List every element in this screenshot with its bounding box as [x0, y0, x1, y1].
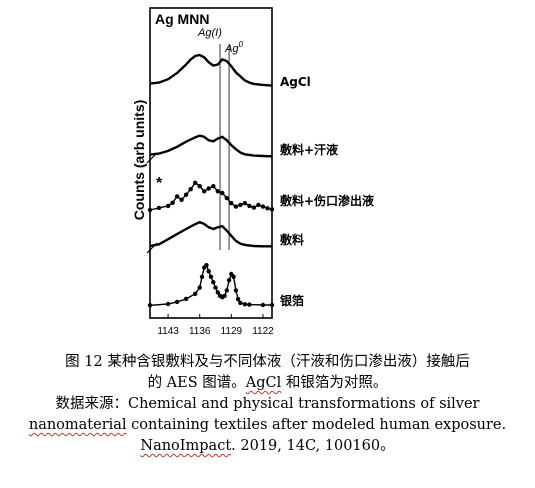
series-2-point-0 [147, 207, 153, 213]
caption-line-5b: . 2019, 14C, 100160。 [231, 438, 395, 454]
series-4-point-24 [242, 302, 248, 307]
caption-line-2a: 的 AES 图谱。 [147, 375, 246, 391]
x-tick-label-3: 1122 [252, 326, 274, 337]
series-line-3 [149, 220, 272, 248]
series-4-point-12 [213, 285, 218, 290]
chart-svg: Ag(I)Ag0 1143 1136 1129 1122 Ag MNN Counts … [131, 7, 374, 337]
chart-title: Ag MNN [155, 11, 209, 27]
series-4-point-5 [197, 285, 202, 290]
series-4-point-17 [224, 288, 229, 293]
series-2-point-9 [197, 184, 202, 189]
caption-line-4b: containing textiles after modeled human … [126, 417, 507, 433]
caption-nanomaterial: nanomaterial [28, 417, 127, 433]
series-2-point-13 [215, 189, 220, 194]
caption-line-1: 图 12 某种含银敷料及与不同体液（汗液和伤口渗出液）接触后 [65, 354, 470, 370]
series-4-point-27 [269, 302, 275, 308]
caption-line-3: 数据来源：Chemical and physical transformatio… [55, 396, 480, 412]
series-2-point-24 [265, 206, 270, 211]
series-label-1: 敷料+汗液 [280, 142, 338, 157]
series-4-point-9 [206, 269, 211, 274]
caption-line-2c: 和银箔为对照。 [281, 375, 388, 391]
series-4-point-22 [235, 297, 241, 302]
series-2-point-25 [269, 207, 275, 212]
series-2-point-8 [193, 180, 198, 185]
series-2-point-7 [188, 187, 193, 192]
series-2-point-22 [256, 202, 261, 208]
peak-marker-superscript-1: 0 [239, 40, 244, 49]
series-2-point-15 [224, 195, 229, 201]
series-2-point-23 [260, 204, 266, 209]
series-4-point-10 [208, 274, 214, 279]
axis-break-mark-1 [146, 242, 158, 254]
series-label-4: 银箔 [280, 293, 304, 308]
series-4-point-1 [165, 301, 171, 307]
series-4-point-25 [247, 302, 252, 307]
series-2-point-21 [251, 205, 257, 210]
series-2-point-19 [242, 201, 248, 206]
series-4-point-21 [233, 288, 239, 293]
series-label-3: 敷料 [280, 232, 304, 247]
series-4-point-23 [238, 300, 243, 306]
y-axis-label: Counts (arb units) [131, 100, 147, 221]
series-4-point-20 [231, 274, 236, 279]
series-2-point-5 [179, 197, 184, 202]
series-2-point-6 [183, 192, 189, 197]
caption-nanoimpact: NanoImpact [140, 438, 232, 454]
series-2-point-4 [174, 194, 180, 199]
series-4-point-0 [147, 303, 153, 308]
axis-break-mark-0 [146, 152, 158, 164]
series-4-point-4 [193, 291, 198, 296]
x-tick-label-2: 1129 [221, 326, 243, 337]
series-2-point-10 [202, 189, 207, 194]
series-2-point-12 [211, 184, 216, 189]
x-axis-ticks: 1143 1136 1129 1122 [157, 314, 274, 337]
peak-markers: Ag(I)Ag0 [197, 27, 244, 250]
series-2-point-1 [156, 205, 162, 211]
series-4-point-8 [204, 263, 209, 268]
series-2-point-14 [220, 190, 225, 196]
series-2-point-17 [233, 204, 239, 209]
series-line-0 [149, 53, 273, 87]
series-line-4 [149, 263, 272, 306]
caption-agcl: AgCl [245, 375, 282, 391]
series-4-point-11 [211, 280, 216, 285]
annotation-asterisk: * [156, 175, 163, 192]
plot-frame [149, 7, 273, 319]
series-2-point-18 [238, 202, 243, 208]
x-tick-label-0: 1143 [157, 326, 179, 337]
series-4-point-6 [199, 274, 205, 279]
peak-marker-label-1: Ag0 [224, 40, 243, 55]
series-2-point-16 [229, 201, 234, 206]
series-2-point-2 [165, 203, 171, 209]
caption-line-4: nanomaterial containing textiles after m… [0, 415, 535, 436]
series-4-point-18 [226, 278, 232, 283]
peak-marker-label-0: Ag(I) [197, 27, 222, 39]
series-4-point-13 [215, 290, 220, 295]
series-4-point-16 [222, 293, 227, 298]
aes-spectra-chart: Ag(I) Ag0 1143 1136 1129 1122 Ag MNN Counts … [131, 7, 374, 337]
figure-caption: 图 12 某种含银敷料及与不同体液（汗液和伤口渗出液）接触后 的 AES 图谱。… [0, 352, 535, 457]
series-label-2: 敷料+伤口渗出液 [280, 193, 374, 208]
caption-line-2: 的 AES 图谱。AgCl 和银箔为对照。 [0, 373, 535, 394]
series-4-point-3 [183, 296, 189, 302]
series-4-point-26 [260, 302, 266, 308]
series-2-point-11 [206, 186, 211, 191]
series-2-point-3 [170, 200, 175, 205]
series-curves [146, 53, 275, 308]
series-label-0: AgCl [280, 75, 311, 89]
caption-line-5: NanoImpact. 2019, 14C, 100160。 [0, 436, 535, 457]
series-2-point-20 [247, 203, 252, 209]
series-4-point-2 [174, 299, 180, 305]
series-line-1 [149, 134, 273, 158]
x-tick-label-1: 1136 [189, 326, 211, 337]
